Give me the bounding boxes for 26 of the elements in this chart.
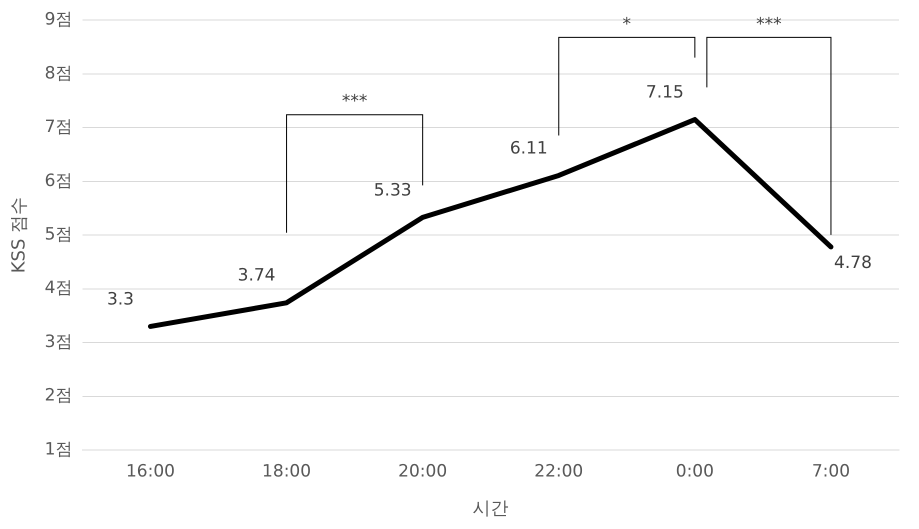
x-tick-label: 20:00 [398,462,448,482]
y-tick-label: 1점 [44,439,72,460]
y-axis-title: KSS 점수 [8,196,30,274]
y-tick-label: 8점 [44,63,72,84]
annotation: * [622,14,632,34]
data-label: 3.3 [106,289,134,310]
x-tick-label: 18:00 [262,462,312,482]
x-tick-label: 7:00 [812,462,850,482]
y-tick-label: 5점 [44,224,72,245]
annotation: *** [756,14,782,34]
x-tick-label: 22:00 [534,462,584,482]
y-tick-label: 9점 [44,10,72,30]
data-label: 4.78 [834,252,872,273]
x-axis-title: 시간 [472,498,509,519]
data-label: 5.33 [374,180,412,200]
y-tick-label: 7점 [44,117,72,138]
y-tick-label: 4점 [44,278,72,298]
x-tick-label: 0:00 [676,462,714,482]
x-tick-label: 16:00 [126,462,175,482]
data-label: 6.11 [510,138,548,158]
data-label: 3.74 [238,266,276,286]
data-label: 7.15 [646,82,684,103]
annotation: *** [342,92,368,112]
y-tick-label: 2점 [44,386,72,406]
y-tick-label: 6점 [44,170,72,191]
y-tick-label: 3점 [44,332,72,352]
